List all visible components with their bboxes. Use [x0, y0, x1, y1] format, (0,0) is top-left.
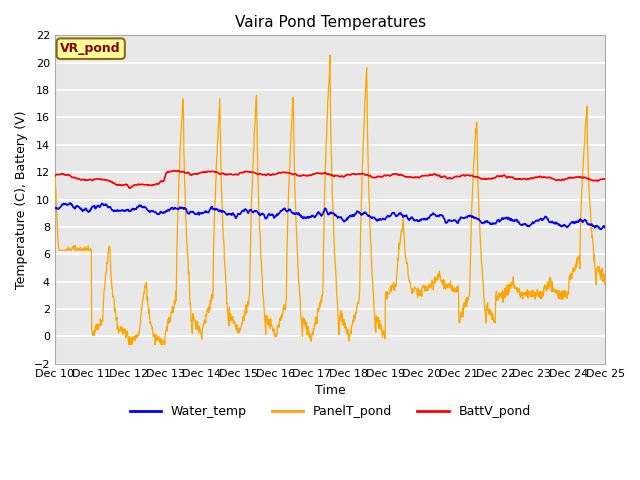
X-axis label: Time: Time: [315, 384, 346, 397]
Legend: Water_temp, PanelT_pond, BattV_pond: Water_temp, PanelT_pond, BattV_pond: [125, 400, 536, 423]
Text: VR_pond: VR_pond: [60, 42, 121, 55]
Title: Vaira Pond Temperatures: Vaira Pond Temperatures: [235, 15, 426, 30]
Y-axis label: Temperature (C), Battery (V): Temperature (C), Battery (V): [15, 110, 28, 289]
